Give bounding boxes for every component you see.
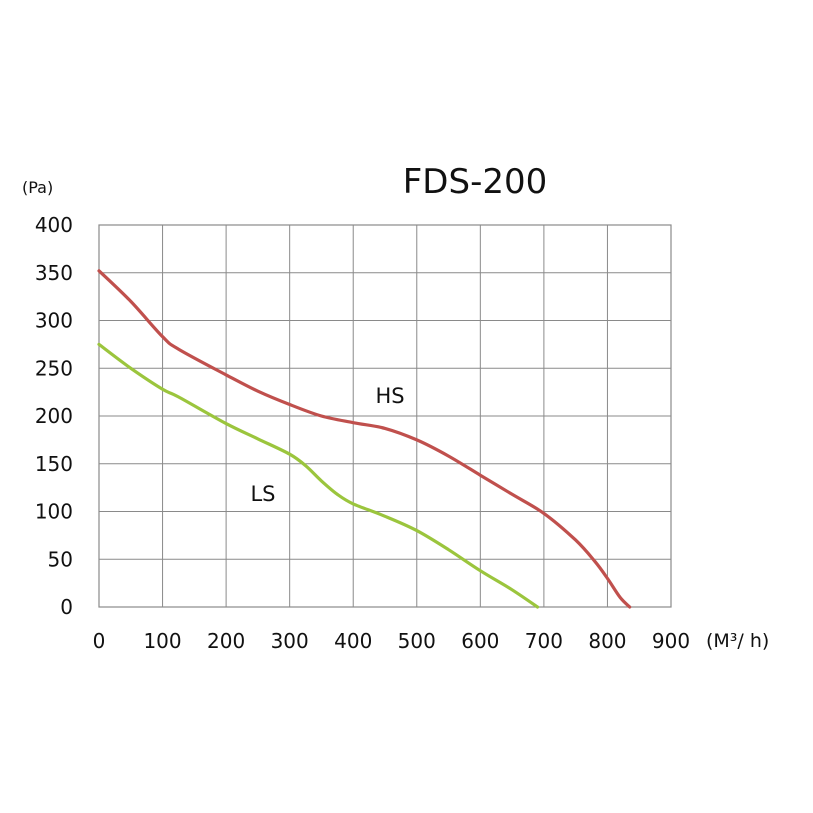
series-line-hs: [97, 269, 632, 609]
series-label-ls: LS: [250, 482, 275, 506]
x-tick-label: 900: [652, 629, 690, 653]
y-tick-label: 250: [35, 356, 73, 380]
series-line-ls: [97, 342, 540, 609]
y-tick-label: 50: [48, 547, 73, 571]
chart-title: FDS-200: [403, 162, 547, 202]
x-tick-label: 500: [398, 629, 436, 653]
y-tick-label: 100: [35, 500, 73, 524]
x-tick-label: 0: [93, 629, 106, 653]
x-axis-unit: (M³/ h): [706, 630, 769, 652]
plot-frame: [98, 224, 672, 608]
axis-ticks: 0 100 200 300 400 500 600 700 800 900 0 50 100 150 200…: [35, 213, 690, 653]
y-axis-unit: (Pa): [22, 178, 53, 197]
x-tick-label: 100: [143, 629, 181, 653]
y-tick-label: 200: [35, 404, 73, 428]
y-tick-label: 350: [35, 261, 73, 285]
x-tick-label: 600: [461, 629, 499, 653]
grid: [98, 224, 672, 608]
x-tick-label: 200: [207, 629, 245, 653]
x-tick-label: 400: [334, 629, 372, 653]
y-tick-label: 150: [35, 452, 73, 476]
y-tick-label: 400: [35, 213, 73, 237]
series-label-hs: HS: [375, 384, 404, 408]
y-tick-label: 0: [60, 595, 73, 619]
series: HS LS: [97, 269, 632, 609]
x-tick-label: 800: [588, 629, 626, 653]
y-tick-label: 300: [35, 309, 73, 333]
x-tick-label: 300: [271, 629, 309, 653]
x-tick-label: 700: [525, 629, 563, 653]
